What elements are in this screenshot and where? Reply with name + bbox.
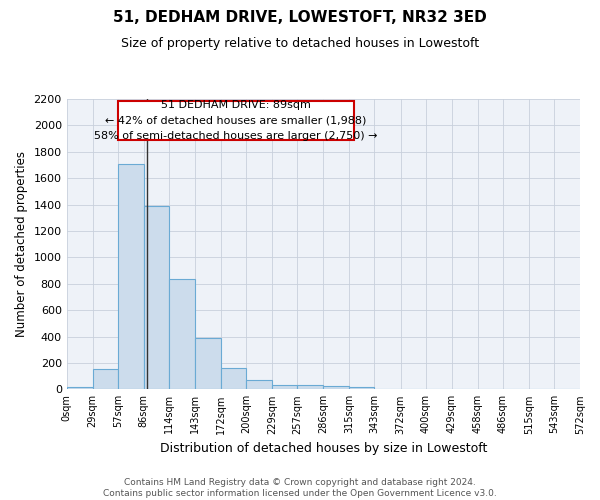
Bar — [298, 386, 323, 390]
Text: 51, DEDHAM DRIVE, LOWESTOFT, NR32 3ED: 51, DEDHAM DRIVE, LOWESTOFT, NR32 3ED — [113, 10, 487, 25]
Y-axis label: Number of detached properties: Number of detached properties — [15, 151, 28, 337]
Bar — [67, 386, 92, 390]
Bar — [144, 206, 169, 390]
Bar — [349, 386, 374, 390]
Bar — [118, 164, 144, 390]
Bar — [92, 369, 118, 390]
Bar — [169, 279, 195, 390]
Bar — [246, 380, 272, 390]
Bar — [323, 386, 349, 390]
X-axis label: Distribution of detached houses by size in Lowestoft: Distribution of detached houses by size … — [160, 442, 487, 455]
Bar — [272, 386, 298, 390]
FancyBboxPatch shape — [118, 101, 354, 140]
Text: Size of property relative to detached houses in Lowestoft: Size of property relative to detached ho… — [121, 38, 479, 51]
Bar — [195, 338, 221, 390]
Text: Contains HM Land Registry data © Crown copyright and database right 2024.
Contai: Contains HM Land Registry data © Crown c… — [103, 478, 497, 498]
Bar — [221, 368, 246, 390]
Text: 51 DEDHAM DRIVE: 89sqm
← 42% of detached houses are smaller (1,988)
58% of semi-: 51 DEDHAM DRIVE: 89sqm ← 42% of detached… — [94, 100, 377, 141]
